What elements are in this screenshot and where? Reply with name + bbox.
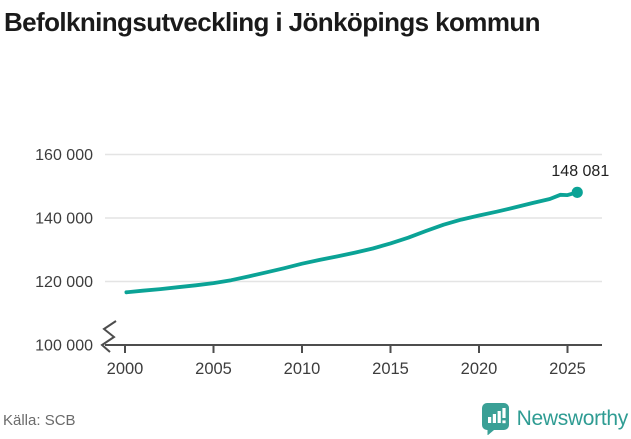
svg-text:2010: 2010	[284, 360, 321, 378]
brand-name: Newsworthy	[516, 406, 629, 430]
svg-text:120 000: 120 000	[35, 274, 93, 291]
page-title: Befolkningsutveckling i Jönköpings kommu…	[4, 7, 541, 37]
svg-text:2025: 2025	[549, 360, 586, 378]
source-label: Källa: SCB	[3, 412, 76, 429]
svg-text:160 000: 160 000	[35, 147, 93, 164]
svg-text:148 081: 148 081	[551, 163, 609, 180]
population-line-chart: 100 000 120 000 140 000 160 000 2000 2005 2010…	[35, 147, 609, 378]
svg-text:140 000: 140 000	[35, 211, 93, 228]
svg-text:2005: 2005	[195, 360, 232, 378]
svg-text:2015: 2015	[372, 360, 409, 378]
newsworthy-logo: Newsworthy	[481, 402, 628, 435]
svg-text:2020: 2020	[461, 360, 498, 378]
svg-text:2000: 2000	[107, 360, 144, 378]
bar-chart-bubble-icon	[481, 403, 509, 435]
svg-text:100 000: 100 000	[35, 338, 93, 355]
